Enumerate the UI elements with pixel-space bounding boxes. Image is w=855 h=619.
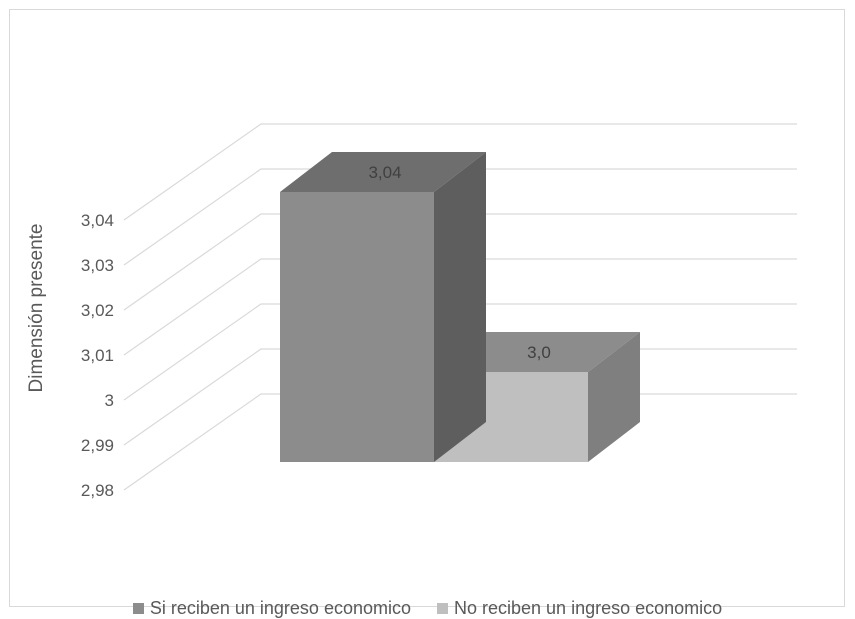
legend-swatch bbox=[437, 603, 448, 614]
bar bbox=[280, 152, 486, 462]
bar-side bbox=[434, 152, 486, 462]
y-axis-label: Dimensión presente bbox=[26, 224, 47, 393]
y-tick-label: 3 bbox=[105, 391, 114, 410]
y-tick-label: 3,01 bbox=[81, 346, 114, 365]
data-labels: 3,0 3,04 bbox=[368, 163, 550, 362]
y-tick-label: 3,03 bbox=[81, 256, 114, 275]
legend: Si reciben un ingreso economico No recibe… bbox=[0, 598, 855, 619]
y-tick-label: 2,98 bbox=[81, 481, 114, 500]
y-tick-label: 3,04 bbox=[81, 211, 114, 230]
legend-swatch bbox=[132, 603, 144, 614]
y-tick-labels: 2,98 2,99 3 3,01 3,02 3,03 3,04 bbox=[81, 211, 114, 500]
legend-item: No reciben un ingreso economico bbox=[437, 598, 722, 619]
data-label: 3,04 bbox=[368, 163, 401, 182]
legend-item: Si reciben un ingreso economico bbox=[132, 598, 411, 619]
bar-top bbox=[280, 152, 486, 192]
y-tick-label: 2,99 bbox=[81, 436, 114, 455]
y-tick-label: 3,02 bbox=[81, 301, 114, 320]
bar-side bbox=[588, 332, 640, 462]
data-label: 3,0 bbox=[527, 343, 551, 362]
gridline bbox=[123, 123, 797, 221]
gridline bbox=[123, 213, 797, 311]
legend-label: No reciben un ingreso economico bbox=[454, 598, 723, 618]
bars bbox=[280, 152, 640, 462]
gridline bbox=[123, 303, 797, 401]
bar-front bbox=[280, 192, 434, 462]
gridline bbox=[123, 258, 797, 356]
legend-label: Si reciben un ingreso economico bbox=[149, 598, 411, 618]
gridline bbox=[123, 168, 797, 266]
